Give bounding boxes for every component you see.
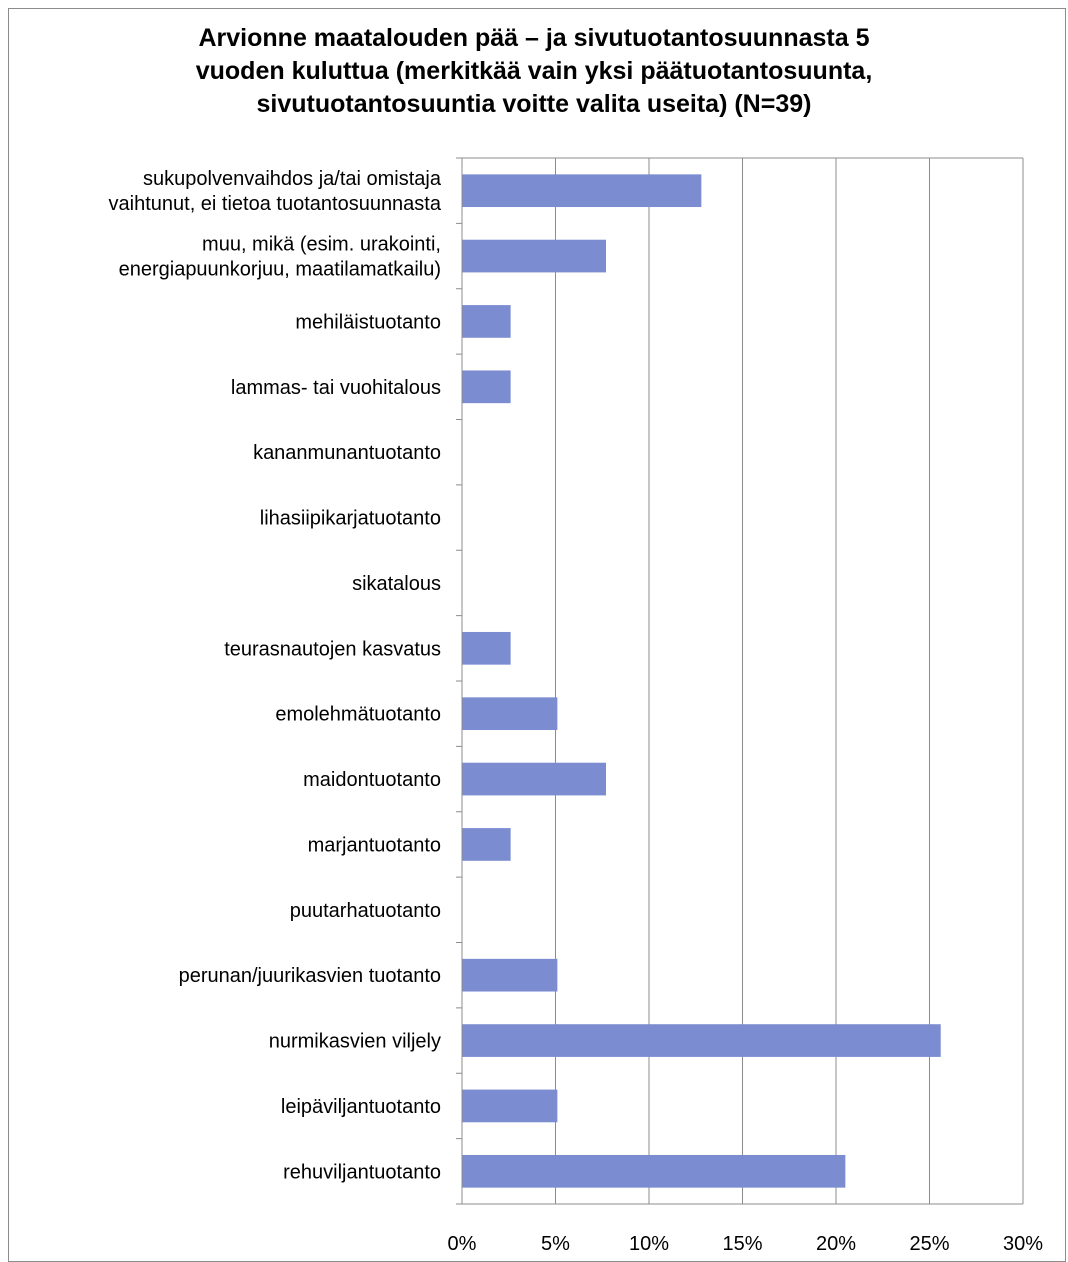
category-label-4: kananmunantuotanto xyxy=(253,442,441,464)
bar-0 xyxy=(462,174,702,208)
category-label-7: teurasnautojen kasvatus xyxy=(224,638,441,660)
category-label-0-line-0: sukupolvenvaihdos ja/tai omistaja xyxy=(143,168,442,190)
category-label-3: lammas- tai vuohitalous xyxy=(231,377,441,399)
category-label-14: leipäviljantuotanto xyxy=(281,1096,441,1118)
bar-12 xyxy=(462,958,558,992)
bar-3 xyxy=(462,370,511,404)
bar-15 xyxy=(462,1154,846,1188)
bar-13 xyxy=(462,1024,941,1057)
x-tick-label-5: 5% xyxy=(541,1233,570,1255)
x-tick-label-10: 10% xyxy=(629,1233,669,1255)
category-label-13: nurmikasvien viljely xyxy=(269,1031,441,1053)
x-tick-label-20: 20% xyxy=(816,1233,856,1255)
bar-8 xyxy=(462,697,558,731)
bar-layer xyxy=(462,174,941,1188)
chart-title-line-2: vuoden kuluttua (merkitkää vain yksi pää… xyxy=(195,57,873,85)
chart-title: Arvionne maatalouden pää – ja sivutuotan… xyxy=(20,22,1048,121)
axis-layer xyxy=(456,157,1023,1205)
category-label-1-line-1: energiapuunkorjuu, maatilamatkailu) xyxy=(119,259,441,281)
bar-2 xyxy=(462,305,511,338)
chart-title-line-3: sivutuotantosuuntia voitte valita useita… xyxy=(256,90,812,118)
x-tick-label-15: 15% xyxy=(722,1233,762,1255)
x-tick-label-25: 25% xyxy=(909,1233,949,1255)
chart-title-line-1: Arvionne maatalouden pää – ja sivutuotan… xyxy=(198,24,870,52)
category-label-10: marjantuotanto xyxy=(308,834,441,856)
label-layer: 0% 5% 10% 15% 20% 25% 30% sukupolvenvaihdos ja/… xyxy=(109,168,1044,1255)
category-label-6: sikatalous xyxy=(352,573,441,595)
x-tick-label-30: 30% xyxy=(1003,1233,1043,1255)
category-label-11: puutarhatuotanto xyxy=(290,900,441,922)
category-label-8: emolehmätuotanto xyxy=(275,704,441,726)
category-label-15: rehuviljantuotanto xyxy=(283,1161,441,1183)
category-label-0-line-1: vaihtunut, ei tietoa tuotantosuunnasta xyxy=(109,193,442,215)
category-label-9: maidontuotanto xyxy=(303,769,441,791)
category-label-2: mehiläistuotanto xyxy=(295,311,441,333)
bar-1 xyxy=(462,239,606,273)
x-tick-label-0: 0% xyxy=(448,1233,477,1255)
bar-9 xyxy=(462,762,606,796)
category-label-1-line-0: muu, mikä (esim. urakointi, xyxy=(202,234,441,256)
category-label-12: perunan/juurikasvien tuotanto xyxy=(179,965,441,987)
bar-7 xyxy=(462,631,511,665)
bar-14 xyxy=(462,1089,558,1123)
bar-10 xyxy=(462,828,511,861)
category-label-5: lihasiipikarjatuotanto xyxy=(260,508,441,530)
